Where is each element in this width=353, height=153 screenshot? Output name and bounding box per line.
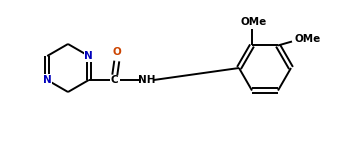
Text: OMe: OMe — [295, 34, 321, 45]
Text: OMe: OMe — [241, 17, 267, 28]
Text: N: N — [43, 75, 52, 85]
Text: C: C — [111, 75, 119, 85]
Text: NH: NH — [138, 75, 156, 85]
Text: N: N — [84, 51, 93, 61]
Text: O: O — [112, 47, 121, 57]
